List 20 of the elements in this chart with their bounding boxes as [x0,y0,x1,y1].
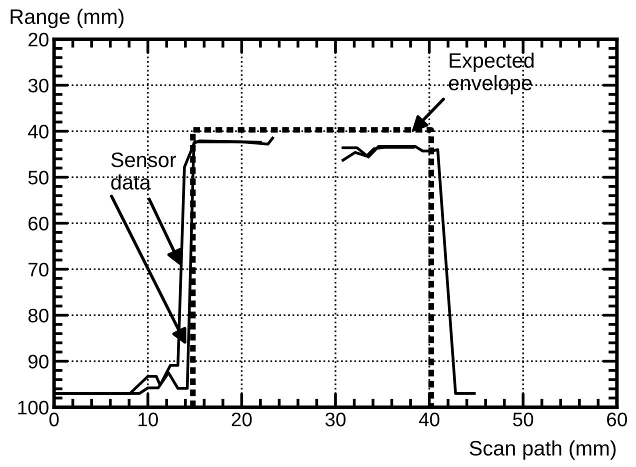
y-tick-label: 60 [28,216,48,230]
annotation: Sensor data [111,152,176,190]
annotation: Expected envelope [448,52,534,94]
y-tick-label: 30 [28,78,48,92]
x-tick-label: 30 [325,412,346,426]
y-axis-title: Range (mm) [10,8,124,28]
x-axis-title: Scan path (mm) [470,440,616,460]
x-tick-label: 10 [138,412,158,426]
y-tick-label: 90 [28,354,48,368]
x-tick-label: 0 [49,412,59,426]
y-tick-label: 80 [28,308,48,322]
x-tick-label: 40 [418,412,440,426]
x-tick-label: 20 [232,412,252,426]
x-tick-label: 60 [607,412,627,426]
y-tick-label: 70 [28,262,48,276]
x-tick-label: 50 [513,412,534,426]
y-tick-label: 100 [18,400,48,414]
y-tick-label: 40 [28,124,48,138]
y-tick-label: 20 [28,32,48,46]
y-tick-label: 50 [28,170,48,184]
